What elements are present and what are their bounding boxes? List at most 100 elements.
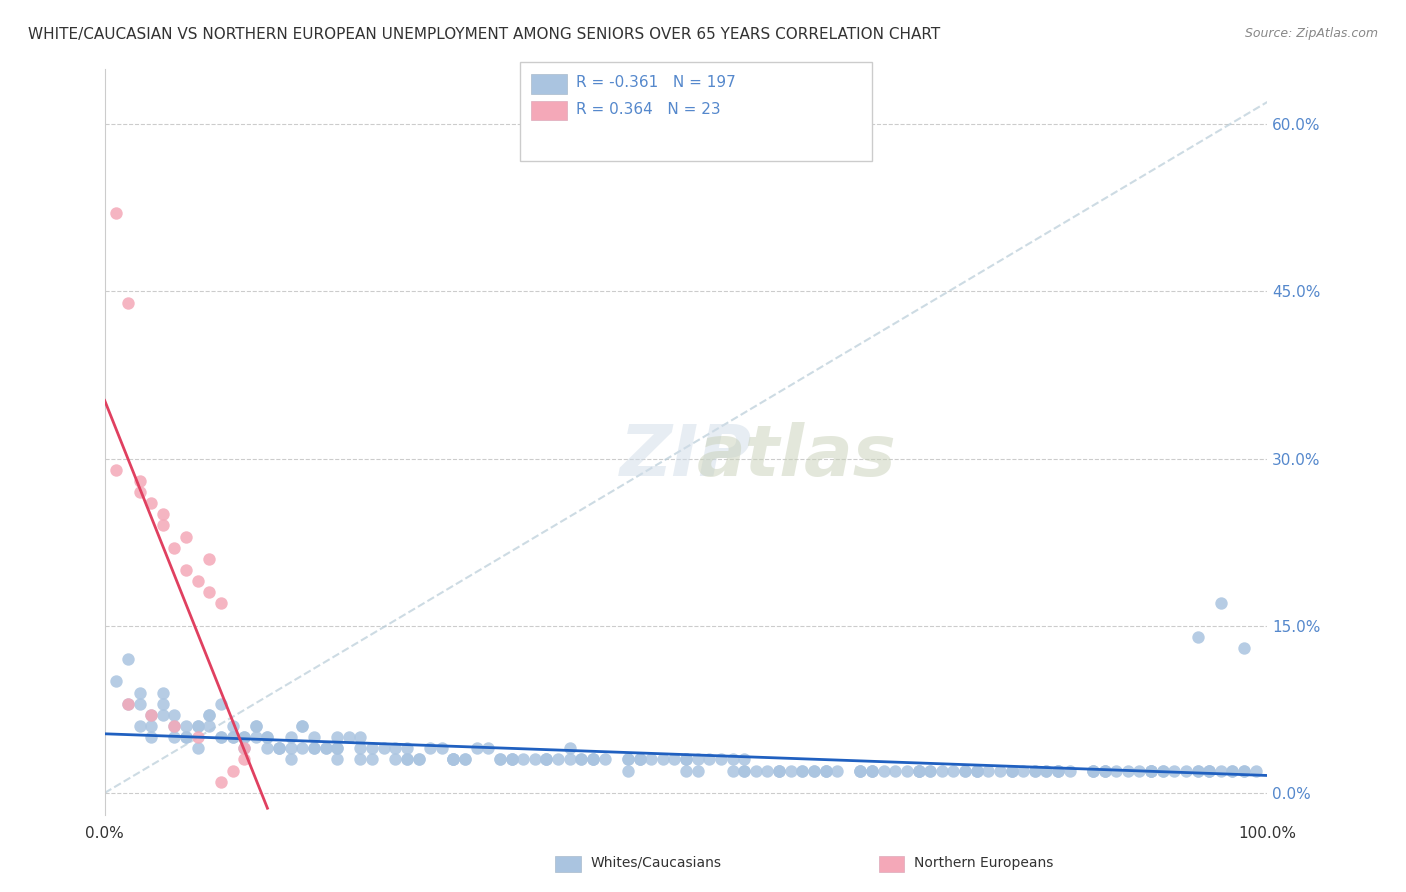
Point — [430, 741, 453, 756]
Point — [1152, 764, 1174, 778]
Point — [105, 463, 128, 477]
Point — [233, 741, 256, 756]
Point — [117, 697, 139, 711]
Text: atlas: atlas — [696, 422, 897, 491]
Point — [152, 707, 174, 722]
Point — [454, 752, 477, 766]
Point — [1233, 764, 1256, 778]
Point — [419, 741, 441, 756]
Point — [1047, 764, 1070, 778]
Point — [1140, 764, 1163, 778]
Point — [1094, 764, 1116, 778]
Point — [803, 764, 825, 778]
Point — [1081, 764, 1104, 778]
Point — [1047, 764, 1070, 778]
Point — [221, 764, 243, 778]
Point — [1035, 764, 1057, 778]
Point — [617, 752, 640, 766]
Point — [395, 741, 418, 756]
Point — [1140, 764, 1163, 778]
Point — [536, 752, 558, 766]
Point — [326, 752, 349, 766]
Point — [721, 764, 744, 778]
Point — [942, 764, 965, 778]
Point — [221, 730, 243, 744]
Point — [768, 764, 790, 778]
Point — [1035, 764, 1057, 778]
Point — [512, 752, 534, 766]
Point — [1116, 764, 1139, 778]
Point — [697, 752, 720, 766]
Point — [128, 719, 150, 733]
Point — [1209, 597, 1232, 611]
Point — [465, 741, 488, 756]
Point — [233, 730, 256, 744]
Point — [745, 764, 768, 778]
Point — [675, 764, 697, 778]
Point — [582, 752, 605, 766]
Point — [988, 764, 1011, 778]
Point — [117, 652, 139, 666]
Point — [198, 719, 221, 733]
Point — [326, 741, 349, 756]
Point — [1000, 764, 1022, 778]
Point — [849, 764, 872, 778]
Point — [105, 206, 128, 220]
Point — [408, 752, 430, 766]
Point — [1187, 764, 1209, 778]
Point — [245, 719, 267, 733]
Point — [152, 518, 174, 533]
Text: Northern Europeans: Northern Europeans — [914, 855, 1053, 870]
Point — [966, 764, 988, 778]
Point — [920, 764, 942, 778]
Point — [1187, 764, 1209, 778]
Point — [779, 764, 801, 778]
Point — [558, 752, 581, 766]
Text: Source: ZipAtlas.com: Source: ZipAtlas.com — [1244, 27, 1378, 40]
Point — [267, 741, 290, 756]
Point — [141, 730, 163, 744]
Point — [209, 774, 232, 789]
Point — [628, 752, 651, 766]
Point — [501, 752, 523, 766]
Point — [315, 741, 337, 756]
Point — [128, 485, 150, 500]
Point — [209, 730, 232, 744]
Point — [105, 674, 128, 689]
Point — [860, 764, 883, 778]
Point — [141, 719, 163, 733]
Point — [675, 752, 697, 766]
Point — [163, 730, 186, 744]
Point — [349, 741, 371, 756]
Point — [1059, 764, 1081, 778]
Point — [501, 752, 523, 766]
Text: R = 0.364   N = 23: R = 0.364 N = 23 — [576, 103, 721, 117]
Point — [209, 730, 232, 744]
Point — [1198, 764, 1220, 778]
Point — [489, 752, 512, 766]
Point — [302, 741, 325, 756]
Point — [523, 752, 546, 766]
Point — [152, 508, 174, 522]
Point — [291, 719, 314, 733]
Point — [558, 741, 581, 756]
Point — [395, 752, 418, 766]
Point — [860, 764, 883, 778]
Point — [209, 697, 232, 711]
Point — [337, 730, 360, 744]
Point — [187, 741, 209, 756]
Point — [256, 730, 278, 744]
Point — [1000, 764, 1022, 778]
Point — [233, 752, 256, 766]
Point — [1081, 764, 1104, 778]
Point — [628, 752, 651, 766]
Point — [1233, 764, 1256, 778]
Point — [1209, 764, 1232, 778]
Point — [280, 741, 302, 756]
Point — [373, 741, 395, 756]
Point — [1081, 764, 1104, 778]
Point — [814, 764, 837, 778]
Point — [1140, 764, 1163, 778]
Point — [803, 764, 825, 778]
Point — [907, 764, 929, 778]
